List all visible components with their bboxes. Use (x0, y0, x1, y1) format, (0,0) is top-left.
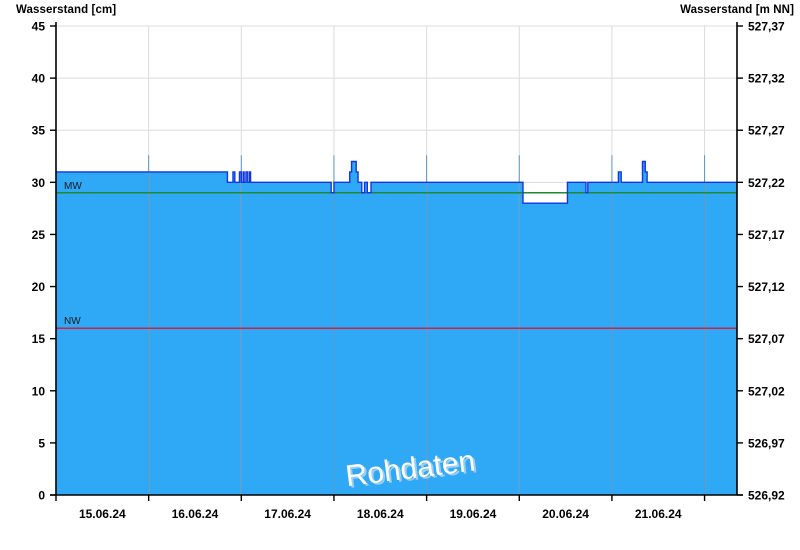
threshold-lines (56, 191, 737, 330)
threshold-label-nw: NW (64, 316, 81, 327)
tick-label-right: 527,27 (748, 124, 785, 138)
tick-label-left: 0 (38, 489, 45, 503)
x-axis-date-label: 20.06.24 (542, 507, 589, 521)
tick-label-right: 527,17 (748, 228, 785, 242)
right-axis-ticks: 526,92 526,97 527,02 527,07 527,12 527,17 527,… (737, 20, 785, 503)
tick-label-left: 45 (32, 20, 46, 34)
x-axis-ticks: 15.06.24 16.06.24 17.06.24 18.06.24 19.06.24… (55, 495, 706, 521)
tick-label-right: 527,22 (748, 176, 785, 190)
x-axis-date-label: 21.06.24 (635, 507, 682, 521)
left-axis-ticks: 0 5 10 15 20 25 30 35 40 45 (32, 20, 56, 503)
tick-label-left: 25 (32, 228, 46, 242)
series-line (56, 160, 737, 204)
tick-label-left: 20 (32, 280, 46, 294)
x-axis-date-label: 19.06.24 (450, 507, 497, 521)
tick-label-right: 526,97 (748, 436, 785, 450)
axes-frame (50, 22, 743, 496)
tick-label-left: 5 (38, 436, 45, 450)
tick-label-left: 10 (32, 384, 46, 398)
tick-label-right: 527,37 (748, 20, 785, 34)
tick-label-right: 527,07 (748, 332, 785, 346)
tick-label-left: 30 (32, 176, 46, 190)
left-axis-title: Wasserstand [cm] (16, 4, 117, 16)
x-axis-date-label: 18.06.24 (357, 507, 404, 521)
x-axis-date-label: 17.06.24 (264, 507, 311, 521)
tick-label-right: 527,12 (748, 280, 785, 294)
tick-label-left: 40 (32, 72, 46, 86)
x-axis-date-label: 15.06.24 (79, 507, 126, 521)
tick-label-right: 527,02 (748, 384, 785, 398)
tick-label-left: 35 (32, 124, 46, 138)
tick-label-right: 526,92 (748, 489, 785, 503)
data-series-outline (56, 160, 737, 204)
x-axis-date-label: 16.06.24 (172, 507, 219, 521)
vertical-gridlines (148, 26, 706, 495)
threshold-labels: MW NW (64, 181, 82, 327)
right-axis-title: Wasserstand [m NN] (680, 4, 794, 16)
tick-label-left: 15 (32, 332, 46, 346)
threshold-label-mw: MW (64, 181, 82, 192)
tick-label-right: 527,32 (748, 72, 785, 86)
